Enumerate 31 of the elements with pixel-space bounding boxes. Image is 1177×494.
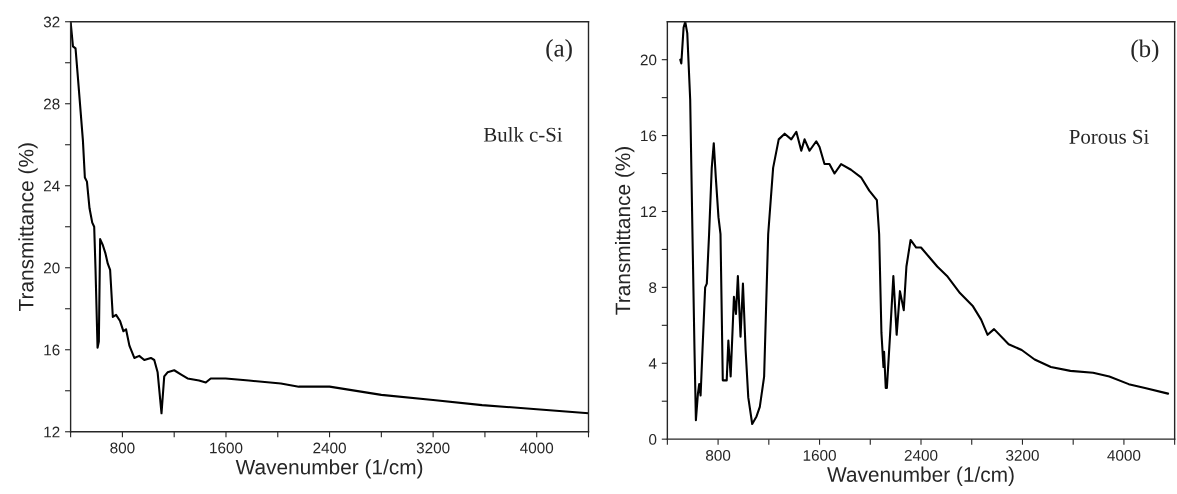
y-tick-label: 12 xyxy=(641,206,657,218)
x-tick-label: 1600 xyxy=(210,442,243,454)
y-tick-label: 12 xyxy=(44,426,60,438)
x-axis-title: Wavenumber (1/cm) xyxy=(827,466,1014,487)
x-tick-label: 800 xyxy=(110,442,135,454)
x-tick-label: 2400 xyxy=(904,449,938,461)
y-tick-label: 4 xyxy=(648,358,657,369)
y-tick-label: 8 xyxy=(649,282,657,294)
x-tick-label: 800 xyxy=(706,449,731,461)
y-tick-label: 16 xyxy=(44,344,60,356)
x-tick-label: 2400 xyxy=(313,442,346,454)
x-tick-label: 4000 xyxy=(1107,449,1141,461)
y-tick-label: 24 xyxy=(43,180,60,192)
x-tick-label: 3200 xyxy=(1006,449,1039,461)
x-tick-label: 4000 xyxy=(520,442,554,454)
y-axis-title: Transmittance (%) xyxy=(18,143,38,311)
x-tick-label: 1600 xyxy=(803,449,836,461)
y-tick-label: 0 xyxy=(649,434,657,445)
annotation: Porous Si xyxy=(1069,129,1149,144)
y-axis-title: Transmittance (%) xyxy=(614,147,635,315)
y-tick-label: 28 xyxy=(43,98,60,110)
annotation: (b) xyxy=(1131,39,1159,63)
annotation: (a) xyxy=(546,39,572,62)
y-tick-label: 20 xyxy=(640,54,657,66)
annotation: Bulk c-Si xyxy=(483,127,563,142)
x-axis-title: Wavenumber (1/cm) xyxy=(235,459,423,479)
x-tick-label: 3200 xyxy=(416,442,450,454)
line-series xyxy=(679,21,1170,426)
y-tick-label: 20 xyxy=(43,262,60,274)
y-tick-label: 32 xyxy=(43,16,60,28)
y-tick-label: 16 xyxy=(641,130,657,142)
